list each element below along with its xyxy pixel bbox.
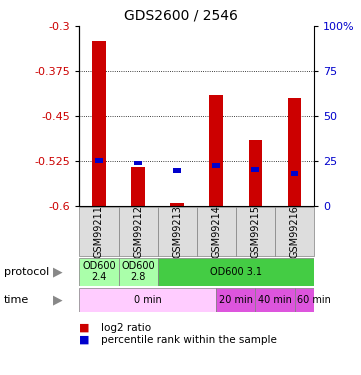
FancyBboxPatch shape [118,207,158,256]
Bar [92,41,106,206]
FancyBboxPatch shape [79,207,118,256]
Text: OD600 3.1: OD600 3.1 [210,267,262,277]
FancyBboxPatch shape [79,258,118,286]
FancyBboxPatch shape [275,207,314,256]
Text: 40 min: 40 min [258,295,292,305]
Text: 60 min: 60 min [297,295,331,305]
FancyBboxPatch shape [295,288,334,312]
Text: 0 min: 0 min [134,295,162,305]
Bar [131,167,145,206]
Text: OD600
2.4: OD600 2.4 [82,261,116,282]
FancyBboxPatch shape [158,207,197,256]
Bar [288,98,301,206]
Text: ▶: ▶ [53,265,62,278]
Text: ■: ■ [79,335,90,345]
Text: protocol: protocol [4,267,49,277]
Bar [212,163,220,168]
Bar [209,95,223,206]
FancyBboxPatch shape [255,288,295,312]
Bar [249,140,262,206]
Text: GSM99213: GSM99213 [172,205,182,258]
Text: ▶: ▶ [53,293,62,306]
Text: OD600
2.8: OD600 2.8 [121,261,155,282]
Text: GSM99212: GSM99212 [133,205,143,258]
FancyBboxPatch shape [216,288,255,312]
FancyBboxPatch shape [158,258,314,286]
Text: GSM99214: GSM99214 [211,205,221,258]
Text: time: time [4,295,29,305]
Bar [252,167,259,172]
Bar [170,203,184,206]
FancyBboxPatch shape [236,207,275,256]
Bar [95,158,103,163]
Bar [134,160,142,165]
FancyBboxPatch shape [79,288,216,312]
FancyBboxPatch shape [118,258,158,286]
Bar [291,171,299,176]
Bar [173,168,181,172]
Text: ■: ■ [79,323,90,333]
Text: log2 ratio: log2 ratio [101,323,151,333]
Text: 20 min: 20 min [219,295,253,305]
Text: percentile rank within the sample: percentile rank within the sample [101,335,277,345]
Text: GDS2600 / 2546: GDS2600 / 2546 [123,8,238,22]
Text: GSM99211: GSM99211 [94,205,104,258]
Text: GSM99215: GSM99215 [251,205,260,258]
Text: GSM99216: GSM99216 [290,205,300,258]
FancyBboxPatch shape [197,207,236,256]
